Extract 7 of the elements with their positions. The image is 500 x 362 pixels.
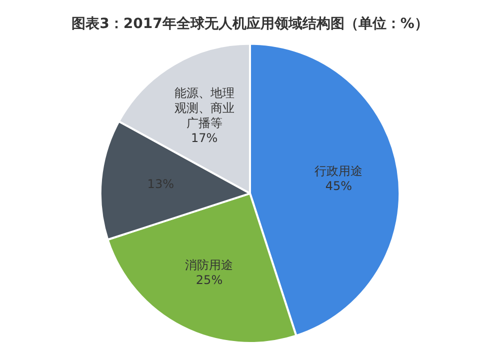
slice-label: 行政用途 — [314, 164, 363, 178]
slice-label: 能源、地理观测、商业广播等 — [174, 86, 234, 130]
data-label: 17% — [190, 130, 218, 145]
data-label: 25% — [196, 273, 223, 287]
slice-label: 消防用途 — [185, 258, 234, 272]
chart-title: 图表3：2017年全球无人机应用领域结构图（单位：%） — [72, 15, 428, 32]
data-label: 45% — [325, 178, 352, 193]
